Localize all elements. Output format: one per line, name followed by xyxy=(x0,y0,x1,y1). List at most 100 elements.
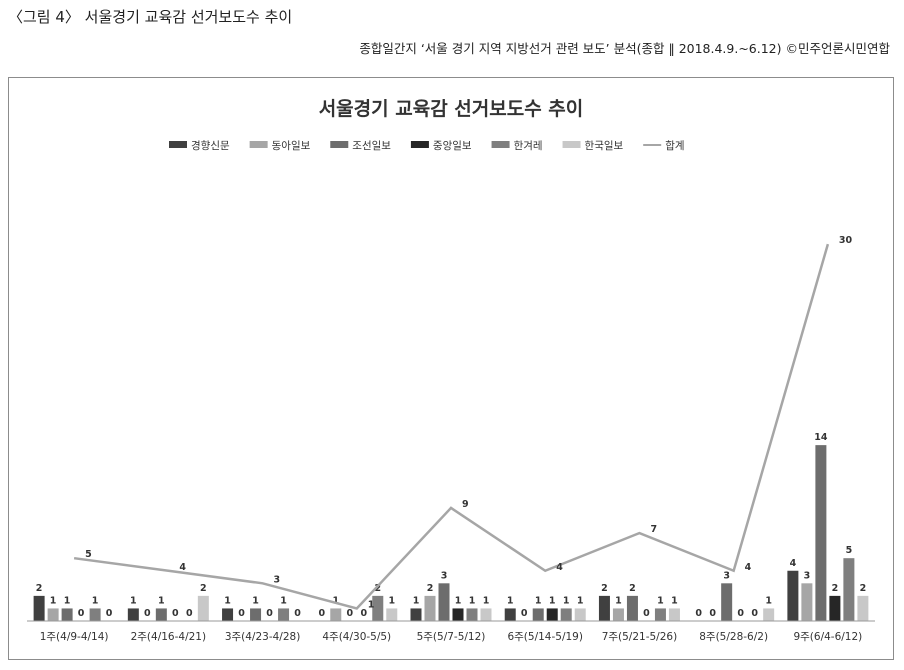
legend-swatch xyxy=(491,141,510,148)
legend-swatch xyxy=(169,141,187,148)
bar-중앙일보-6 xyxy=(546,608,558,621)
legend-label: 한국일보 xyxy=(585,139,624,152)
legend-swatch xyxy=(330,141,349,148)
line-value-label: 5 xyxy=(85,549,92,560)
bar-경향신문-5 xyxy=(410,608,422,621)
bar-한겨레-1 xyxy=(89,608,101,621)
x-tick-label: 8주(5/28-6/2) xyxy=(699,631,768,643)
bar-한국일보-4 xyxy=(386,608,398,621)
bar-value-label: 0 xyxy=(346,608,353,619)
bar-value-label: 0 xyxy=(266,608,273,619)
line-value-label: 1 xyxy=(368,599,375,610)
bar-조선일보-7 xyxy=(626,595,638,621)
x-tick-label: 6주(5/14-5/19) xyxy=(507,631,582,643)
line-value-label: 4 xyxy=(745,562,752,573)
bar-value-label: 1 xyxy=(535,595,542,606)
bar-value-label: 2 xyxy=(200,583,207,594)
bar-한겨레-9 xyxy=(843,558,855,621)
bar-value-label: 2 xyxy=(832,583,839,594)
bar-value-label: 1 xyxy=(469,595,476,606)
bar-조선일보-8 xyxy=(721,583,733,621)
legend-swatch xyxy=(410,141,429,148)
bar-value-label: 1 xyxy=(507,595,514,606)
bar-value-label: 3 xyxy=(441,570,448,581)
bar-조선일보-1 xyxy=(61,608,73,621)
bar-value-label: 2 xyxy=(374,583,381,594)
bar-value-label: 0 xyxy=(238,608,245,619)
bar-한국일보-9 xyxy=(857,595,869,621)
legend-item-조선일보: 조선일보 xyxy=(330,139,391,152)
line-value-label: 4 xyxy=(556,562,563,573)
legend-label: 동아일보 xyxy=(272,139,311,152)
x-tick-label: 4주(4/30-5/5) xyxy=(322,631,391,643)
bar-한국일보-5 xyxy=(480,608,492,621)
bar-value-label: 0 xyxy=(360,608,367,619)
chart-legend: 경향신문 동아일보 조선일보 중앙일보 한겨레 한국일보 합계 xyxy=(169,139,685,152)
bar-value-label: 4 xyxy=(790,558,797,569)
bar-value-label: 1 xyxy=(455,595,462,606)
bar-value-label: 5 xyxy=(846,545,853,556)
bar-value-label: 0 xyxy=(172,608,179,619)
bar-value-label: 1 xyxy=(615,595,622,606)
figure-caption: 〈그림 4〉 서울경기 교육감 선거보도수 추이 xyxy=(8,8,293,26)
bar-value-label: 2 xyxy=(36,583,43,594)
bar-line-chart: 서울경기 교육감 선거보도수 추이 경향신문 동아일보 조선일보 중앙일보 한겨레 한국일… xyxy=(27,98,875,643)
legend-swatch xyxy=(249,141,268,148)
bar-value-label: 1 xyxy=(483,595,490,606)
bar-value-label: 0 xyxy=(78,608,85,619)
legend-label: 한겨레 xyxy=(514,140,543,152)
bar-조선일보-6 xyxy=(532,608,544,621)
bar-value-label: 0 xyxy=(521,608,528,619)
bar-한겨레-6 xyxy=(560,608,572,621)
legend-swatch xyxy=(562,141,581,148)
legend-label: 합계 xyxy=(665,140,684,152)
legend-item-중앙일보: 중앙일보 xyxy=(410,139,472,152)
chart-frame: 서울경기 교육감 선거보도수 추이 경향신문 동아일보 조선일보 중앙일보 한겨레 한국일… xyxy=(8,77,894,660)
bar-중앙일보-9 xyxy=(829,595,841,621)
chart-title: 서울경기 교육감 선거보도수 추이 xyxy=(319,98,584,120)
bar-한국일보-7 xyxy=(668,608,680,621)
bar-value-label: 1 xyxy=(549,595,556,606)
legend-item-한겨레: 한겨레 xyxy=(491,140,543,152)
bar-value-label: 2 xyxy=(427,583,434,594)
bar-value-label: 1 xyxy=(765,595,772,606)
bar-value-label: 0 xyxy=(106,608,113,619)
bar-value-label: 0 xyxy=(737,608,744,619)
bar-value-label: 1 xyxy=(563,595,570,606)
bar-value-label: 1 xyxy=(332,595,339,606)
line-value-label: 3 xyxy=(274,574,281,585)
bar-한국일보-8 xyxy=(763,608,775,621)
bar-경향신문-9 xyxy=(787,570,799,621)
bar-value-label: 0 xyxy=(643,608,650,619)
bar-value-label: 1 xyxy=(158,595,165,606)
bar-value-label: 1 xyxy=(130,595,137,606)
bar-동아일보-7 xyxy=(612,608,624,621)
bar-한겨레-3 xyxy=(278,608,290,621)
bar-조선일보-3 xyxy=(250,608,262,621)
x-tick-label: 2주(4/16-4/21) xyxy=(131,631,206,643)
bar-value-label: 1 xyxy=(413,595,420,606)
bar-value-label: 1 xyxy=(92,595,99,606)
bar-한국일보-2 xyxy=(197,595,209,621)
figure-source-note: 종합일간지 ‘서울 경기 지역 지방선거 관련 보도’ 분석(종합 ‖ 2018… xyxy=(359,41,890,56)
x-tick-label: 3주(4/23-4/28) xyxy=(225,631,300,643)
bar-value-label: 1 xyxy=(671,595,678,606)
bar-value-label: 2 xyxy=(629,583,636,594)
bar-중앙일보-5 xyxy=(452,608,464,621)
bar-value-label: 2 xyxy=(860,583,867,594)
legend-label: 조선일보 xyxy=(352,139,391,152)
bar-value-label: 0 xyxy=(144,608,151,619)
bar-value-label: 1 xyxy=(657,595,664,606)
bar-한국일보-6 xyxy=(574,608,586,621)
bar-value-label: 1 xyxy=(64,595,71,606)
bar-value-label: 0 xyxy=(695,608,702,619)
line-value-label: 4 xyxy=(179,562,186,573)
line-value-label: 30 xyxy=(839,235,853,246)
bar-한겨레-5 xyxy=(466,608,478,621)
bar-value-label: 1 xyxy=(280,595,287,606)
x-axis: 1주(4/9-4/14) 2주(4/16-4/21) 3주(4/23-4/28) 4주… xyxy=(27,620,875,643)
bar-value-label: 0 xyxy=(709,608,716,619)
line-value-label: 7 xyxy=(650,524,657,535)
